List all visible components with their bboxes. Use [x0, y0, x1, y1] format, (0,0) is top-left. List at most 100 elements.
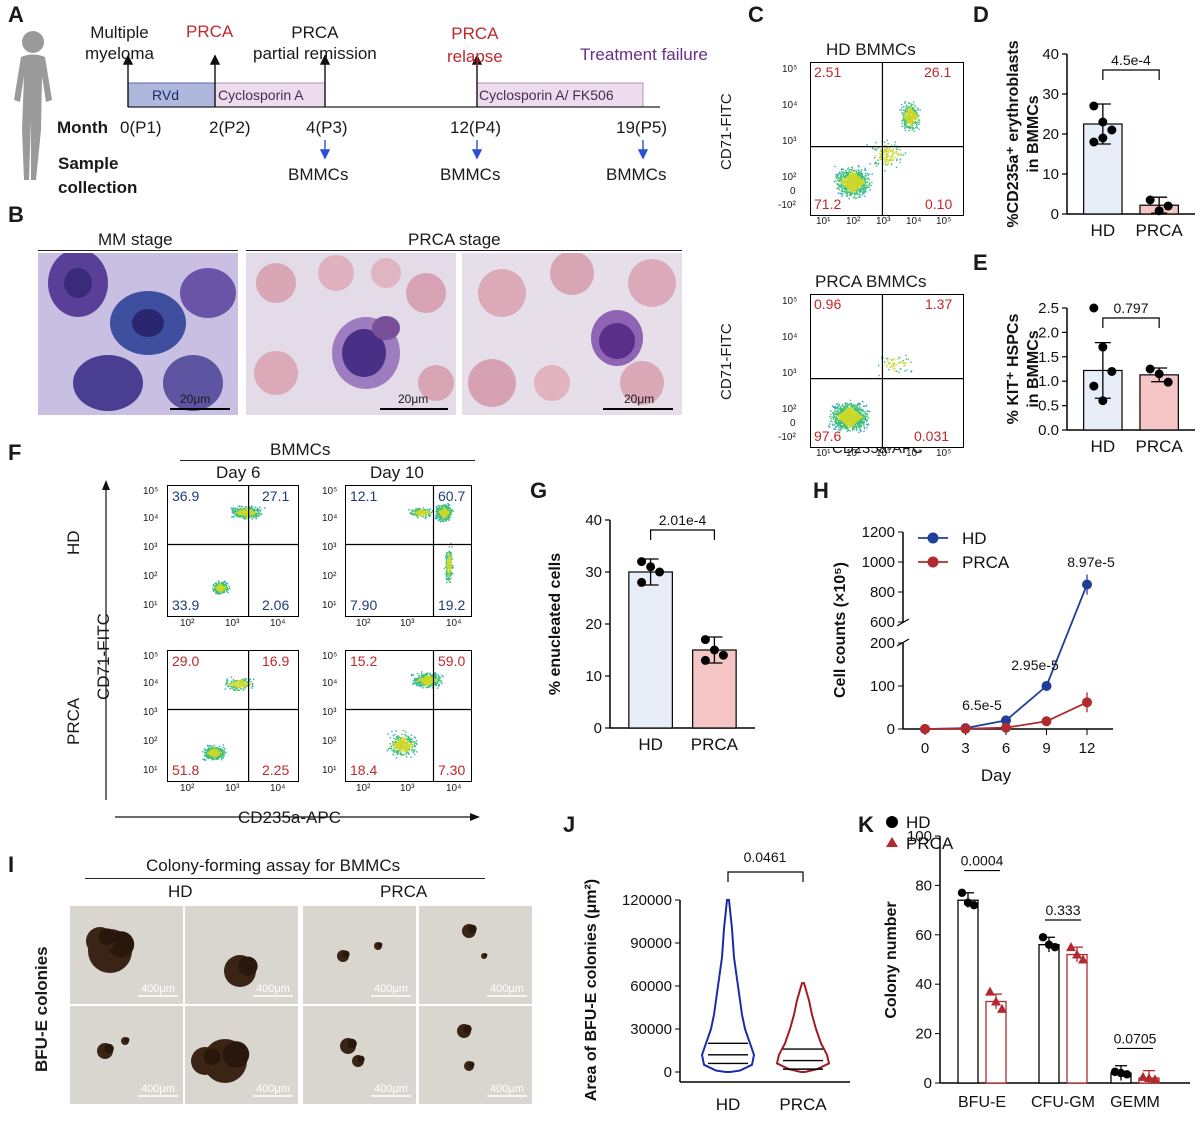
c-prca-ytick: 10⁵	[782, 296, 798, 307]
c-prca-ytick: 10³	[782, 368, 797, 379]
f-title: BMMCs	[270, 440, 331, 459]
y-axis-label: in BMMCs	[1025, 330, 1042, 407]
prca-stage-label: PRCA stage	[408, 230, 501, 249]
flow-scatter	[346, 486, 471, 616]
f-xtick: 10³	[225, 783, 240, 794]
prca-smear-image-2	[462, 253, 682, 415]
legend-marker-prca	[886, 837, 898, 847]
f-prca-d10-lr: 7.30	[438, 762, 466, 778]
month-2: 2(P2)	[209, 118, 251, 137]
y-tick-label: 200	[870, 635, 895, 652]
f-xtick: 10²	[356, 618, 371, 629]
f-ytick: 10²	[143, 571, 158, 582]
f-xtick: 10⁴	[446, 783, 462, 794]
i-title-line	[85, 878, 485, 879]
scale-bar-b2	[380, 408, 448, 410]
y-axis-label: Colony number	[883, 901, 900, 1018]
f-row-prca: PRCA	[64, 697, 83, 745]
f-ytick: 10¹	[143, 765, 158, 776]
bmmcs-p3: BMMCs	[288, 165, 349, 184]
x-tick-label: GEMM	[1110, 1094, 1160, 1111]
f-ytick: 10⁴	[322, 513, 338, 524]
flow-scatter	[168, 486, 298, 616]
legend-marker-hd	[886, 816, 898, 828]
panel-letter-f: F	[8, 440, 22, 465]
f-xlabel: CD235a-APC	[238, 808, 341, 827]
f-ytick: 10³	[143, 542, 158, 553]
f-xtick: 10⁴	[270, 618, 286, 629]
data-point	[1107, 125, 1117, 135]
series-line-hd	[924, 584, 1088, 730]
data-point	[1089, 101, 1099, 111]
y-tick-label: 0	[594, 720, 602, 737]
x-tick-label: HD	[638, 735, 663, 754]
data-point	[957, 888, 967, 898]
legend-label: PRCA	[906, 834, 954, 853]
x-tick-label: 9	[1042, 740, 1050, 757]
data-point	[997, 1003, 1007, 1013]
legend-marker	[927, 556, 939, 568]
p-value: 0.0705	[1114, 1030, 1157, 1046]
prca-stage-line	[246, 250, 682, 251]
f-ytick: 10⁵	[143, 486, 159, 497]
f-ytick: 10¹	[143, 600, 158, 611]
c-xtick: 10²	[846, 216, 861, 227]
c-hd-ytick: 0	[790, 186, 796, 197]
y-tick-label: 30	[585, 564, 602, 581]
data-point	[637, 557, 647, 567]
f-xtick: 10²	[180, 618, 195, 629]
i-title: Colony-forming assay for BMMCs	[146, 856, 401, 875]
colony-image: 400μm	[70, 906, 183, 1004]
data-point	[1072, 949, 1082, 959]
data-point	[1107, 366, 1117, 376]
data-point	[1089, 381, 1099, 391]
data-point	[985, 986, 995, 996]
scale-label-b2: 20μm	[398, 392, 429, 406]
violin-prca	[775, 982, 831, 1073]
x-tick-label: CFU-GM	[1031, 1094, 1095, 1111]
data-point	[700, 635, 710, 645]
colony-image: 400μm	[303, 1006, 416, 1104]
f-ylabel: CD71-FITC	[94, 613, 113, 700]
data-point	[709, 645, 719, 655]
f-hd-d10-ul: 12.1	[350, 488, 378, 504]
bar-prca	[1066, 953, 1088, 1084]
bar-prca	[1139, 374, 1179, 431]
data-point	[1154, 206, 1164, 216]
y-tick-label: 100	[870, 678, 895, 695]
c-hd-title: HD BMMCs	[826, 40, 916, 59]
f-ytick: 10²	[322, 571, 337, 582]
data-point	[1098, 117, 1108, 127]
c-prca-ll: 97.6	[814, 428, 842, 444]
person-icon	[14, 31, 52, 180]
data-point	[1082, 579, 1092, 590]
data-point	[1138, 1071, 1148, 1081]
bar-prca	[1139, 204, 1179, 215]
data-point	[700, 655, 710, 665]
event-relapse: PRCA relapse	[447, 24, 503, 66]
p-value: 2.01e-4	[659, 512, 707, 528]
y-axis-label: % KIT⁺ HSPCs	[1005, 314, 1022, 425]
series-line-prca	[924, 701, 1088, 730]
panel-letter-d: D	[973, 2, 989, 27]
x-axis-label: Day	[981, 766, 1012, 785]
f-prca-d6-ll: 51.8	[172, 762, 200, 778]
y-tick-label: 40	[1042, 46, 1059, 63]
data-point	[1001, 722, 1011, 733]
y-axis-label: Area of BFU-E colonies (μm²)	[583, 879, 600, 1101]
c-xtick: 10³	[876, 216, 891, 227]
y-tick-label: 40	[915, 976, 932, 993]
panel-letter-j: J	[563, 812, 576, 837]
y-tick-label: 0.0	[1038, 422, 1059, 439]
f-xtick: 10³	[225, 618, 240, 629]
event-mm: Multiple myeloma	[85, 23, 154, 63]
f-xtick: 10⁴	[270, 783, 286, 794]
c-hd-ytick: -10²	[778, 200, 796, 211]
f-title-line	[180, 460, 475, 461]
data-point	[1001, 715, 1011, 726]
c-hd-lr: 0.10	[925, 196, 953, 212]
flow-plot-hd-day6	[167, 485, 299, 617]
c-hd-ytick: 10³	[782, 136, 797, 147]
significance-bracket	[1102, 69, 1160, 80]
f-hd-d10-lr: 19.2	[438, 597, 466, 613]
